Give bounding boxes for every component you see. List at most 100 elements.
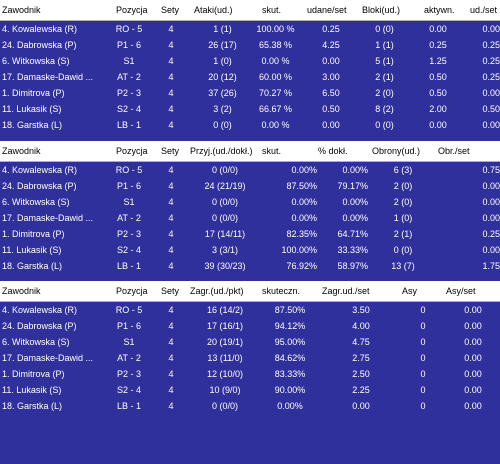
column-header-skuteczn[interactable]: skuteczn. — [262, 286, 301, 296]
player-name-cell: 17. Damaske-Dawid ... — [2, 72, 94, 82]
cell-aktywn: 0.00 — [429, 24, 447, 34]
column-header-obr-set[interactable]: Obr./set — [438, 146, 470, 156]
column-header-dokl[interactable]: % dokł. — [318, 146, 348, 156]
cell-sety: 4 — [168, 56, 174, 66]
cell-asy: 0 — [420, 401, 426, 411]
table-row[interactable]: 1. Dimitrova (P) P2 - 3 4 17 (14/11) 82.35% 6… — [0, 226, 500, 242]
cell-pozycja: AT - 2 — [117, 72, 141, 82]
table-row[interactable]: 24. Dabrowska (P) P1 - 6 4 24 (21/19) 87.50%… — [0, 178, 500, 194]
cell-udane-set: 4.25 — [322, 40, 340, 50]
cell-sety: 4 — [168, 165, 174, 175]
cell-sety: 4 — [168, 40, 174, 50]
cell-sety: 4 — [168, 181, 174, 191]
cell-sety: 4 — [168, 72, 174, 82]
table-row[interactable]: 11. Lukasik (S) S2 - 4 4 3 (2) 66.67 % 0.50 8 … — [0, 101, 500, 117]
column-header-asy-set[interactable]: Asy/set — [446, 286, 476, 296]
player-name-cell: 18. Garstka (L) — [2, 401, 63, 411]
column-header-aktywn[interactable]: aktywn. — [424, 5, 455, 15]
cell-ud-set: 0.00 — [482, 88, 500, 98]
column-header-skut[interactable]: skut. — [262, 146, 282, 156]
table-row[interactable]: 18. Garstka (L) LB - 1 4 0 (0) 0.00 % 0.00 0 (… — [0, 117, 500, 133]
cell-przyj-ud-dokl: 0 (0/0) — [211, 165, 238, 175]
table-row[interactable]: 4. Kowalewska (R) RO - 5 4 16 (14/2) 87.50% 3… — [0, 302, 500, 318]
reception-table-header: Zawodnik Pozycja Sety Przyj.(ud./dokł.) skut… — [0, 141, 500, 162]
column-header-ud-set[interactable]: ud./set — [470, 5, 498, 15]
cell-aktywn: 2.00 — [429, 104, 447, 114]
column-header-zawodnik[interactable]: Zawodnik — [2, 146, 41, 156]
cell-aktywn: 0.25 — [429, 40, 447, 50]
table-row[interactable]: 17. Damaske-Dawid ... AT - 2 4 20 (12) 60.00… — [0, 69, 500, 85]
column-header-zagr-ud-set[interactable]: Zagr.ud./set — [322, 286, 370, 296]
table-row[interactable]: 17. Damaske-Dawid ... AT - 2 4 13 (11/0) 84.… — [0, 350, 500, 366]
cell-asy: 0 — [420, 305, 426, 315]
table-row[interactable]: 1. Dimitrova (P) P2 - 3 4 37 (26) 70.27 % 6.5… — [0, 85, 500, 101]
column-header-zawodnik[interactable]: Zawodnik — [2, 5, 41, 15]
column-header-pozycja[interactable]: Pozycja — [116, 146, 148, 156]
player-name-cell: 1. Dimitrova (P) — [2, 369, 65, 379]
cell-sety: 4 — [168, 261, 174, 271]
cell-obr-set: 0.75 — [482, 165, 500, 175]
column-header-pozycja[interactable]: Pozycja — [116, 286, 148, 296]
column-header-sety[interactable]: Sety — [161, 5, 180, 15]
cell-asy-set: 0.00 — [464, 321, 482, 331]
table-row[interactable]: 6. Witkowska (S) S1 4 1 (0) 0.00 % 0.00 5 (1) 1… — [0, 53, 500, 69]
player-name-cell: 1. Dimitrova (P) — [2, 88, 65, 98]
player-name-cell: 11. Lukasik (S) — [2, 385, 62, 395]
column-header-zagr-ud-pkt[interactable]: Zagr.(ud./pkt) — [190, 286, 244, 296]
cell-pozycja: S2 - 4 — [116, 245, 141, 255]
column-header-udane-set[interactable]: udane/set — [307, 5, 347, 15]
cell-pozycja: P1 - 6 — [116, 181, 141, 191]
cell-zagr-ud-pkt: 17 (16/1) — [206, 321, 244, 331]
column-header-bloki-ud[interactable]: Bloki(ud.) — [362, 5, 401, 15]
column-header-zawodnik[interactable]: Zawodnik — [2, 286, 41, 296]
cell-skuteczn: 84.62% — [274, 353, 306, 363]
table-row[interactable]: 6. Witkowska (S) S1 4 0 (0/0) 0.00% 0.00% 2 (0… — [0, 194, 500, 210]
cell-obrony-ud: 2 (1) — [393, 229, 413, 239]
column-header-pozycja[interactable]: Pozycja — [116, 5, 148, 15]
player-name-cell: 24. Dabrowska (P) — [2, 40, 77, 50]
table-row[interactable]: 4. Kowalewska (R) RO - 5 4 0 (0/0) 0.00% 0.00… — [0, 162, 500, 178]
column-header-ataki-ud[interactable]: Ataki(ud.) — [194, 5, 233, 15]
cell-aktywn: 0.50 — [429, 72, 447, 82]
cell-skut: 0.00% — [291, 165, 317, 175]
column-header-przyj-ud-dokl[interactable]: Przyj.(ud./dokł.) — [190, 146, 253, 156]
cell-sety: 4 — [168, 24, 174, 34]
table-row[interactable]: 4. Kowalewska (R) RO - 5 4 1 (1) 100.00 % 0.2… — [0, 21, 500, 37]
column-header-skut[interactable]: skut. — [262, 5, 282, 15]
table-row[interactable]: 1. Dimitrova (P) P2 - 3 4 12 (10/0) 83.33% 2.… — [0, 366, 500, 382]
cell-sety: 4 — [168, 245, 174, 255]
cell-zagr-ud-set: 0.00 — [352, 401, 370, 411]
cell-asy: 0 — [420, 385, 426, 395]
table-row[interactable]: 6. Witkowska (S) S1 4 20 (19/1) 95.00% 4.75 0 0… — [0, 334, 500, 350]
column-header-obrony-ud[interactable]: Obrony(ud.) — [372, 146, 421, 156]
cell-sety: 4 — [168, 401, 174, 411]
player-name-cell: 17. Damaske-Dawid ... — [2, 353, 94, 363]
table-row[interactable]: 18. Garstka (L) LB - 1 4 0 (0/0) 0.00% 0.00 0 0… — [0, 398, 500, 414]
cell-asy: 0 — [420, 337, 426, 347]
cell-dokl: 0.00% — [342, 165, 368, 175]
cell-asy: 0 — [420, 353, 426, 363]
cell-sety: 4 — [168, 369, 174, 379]
cell-dokl: 58.97% — [337, 261, 368, 271]
cell-zagr-ud-set: 2.50 — [352, 369, 370, 379]
cell-pozycja: S2 - 4 — [116, 385, 141, 395]
cell-aktywn: 0.50 — [429, 88, 447, 98]
cell-asy-set: 0.00 — [464, 401, 482, 411]
cell-pozycja: LB - 1 — [116, 261, 141, 271]
cell-dokl: 64.71% — [337, 229, 368, 239]
player-name-cell: 17. Damaske-Dawid ... — [2, 213, 94, 223]
table-row[interactable]: 11. Lukasik (S) S2 - 4 4 3 (3/1) 100.00% 33.3… — [0, 242, 500, 258]
cell-ud-set: 0.25 — [482, 40, 500, 50]
table-row[interactable]: 17. Damaske-Dawid ... AT - 2 4 0 (0/0) 0.00%… — [0, 210, 500, 226]
cell-skut: 76.92% — [286, 261, 317, 271]
player-name-cell: 24. Dabrowska (P) — [2, 321, 77, 331]
table-row[interactable]: 11. Lukasik (S) S2 - 4 4 10 (9/0) 90.00% 2.25… — [0, 382, 500, 398]
table-row[interactable]: 24. Dabrowska (P) P1 - 6 4 26 (17) 65.38 % 4.… — [0, 37, 500, 53]
table-row[interactable]: 18. Garstka (L) LB - 1 4 39 (30/23) 76.92% 58… — [0, 258, 500, 274]
cell-udane-set: 3.00 — [322, 72, 340, 82]
cell-obrony-ud: 2 (0) — [393, 181, 413, 191]
column-header-sety[interactable]: Sety — [161, 286, 180, 296]
column-header-sety[interactable]: Sety — [161, 146, 180, 156]
table-row[interactable]: 24. Dabrowska (P) P1 - 6 4 17 (16/1) 94.12% 4… — [0, 318, 500, 334]
column-header-asy[interactable]: Asy — [402, 286, 418, 296]
